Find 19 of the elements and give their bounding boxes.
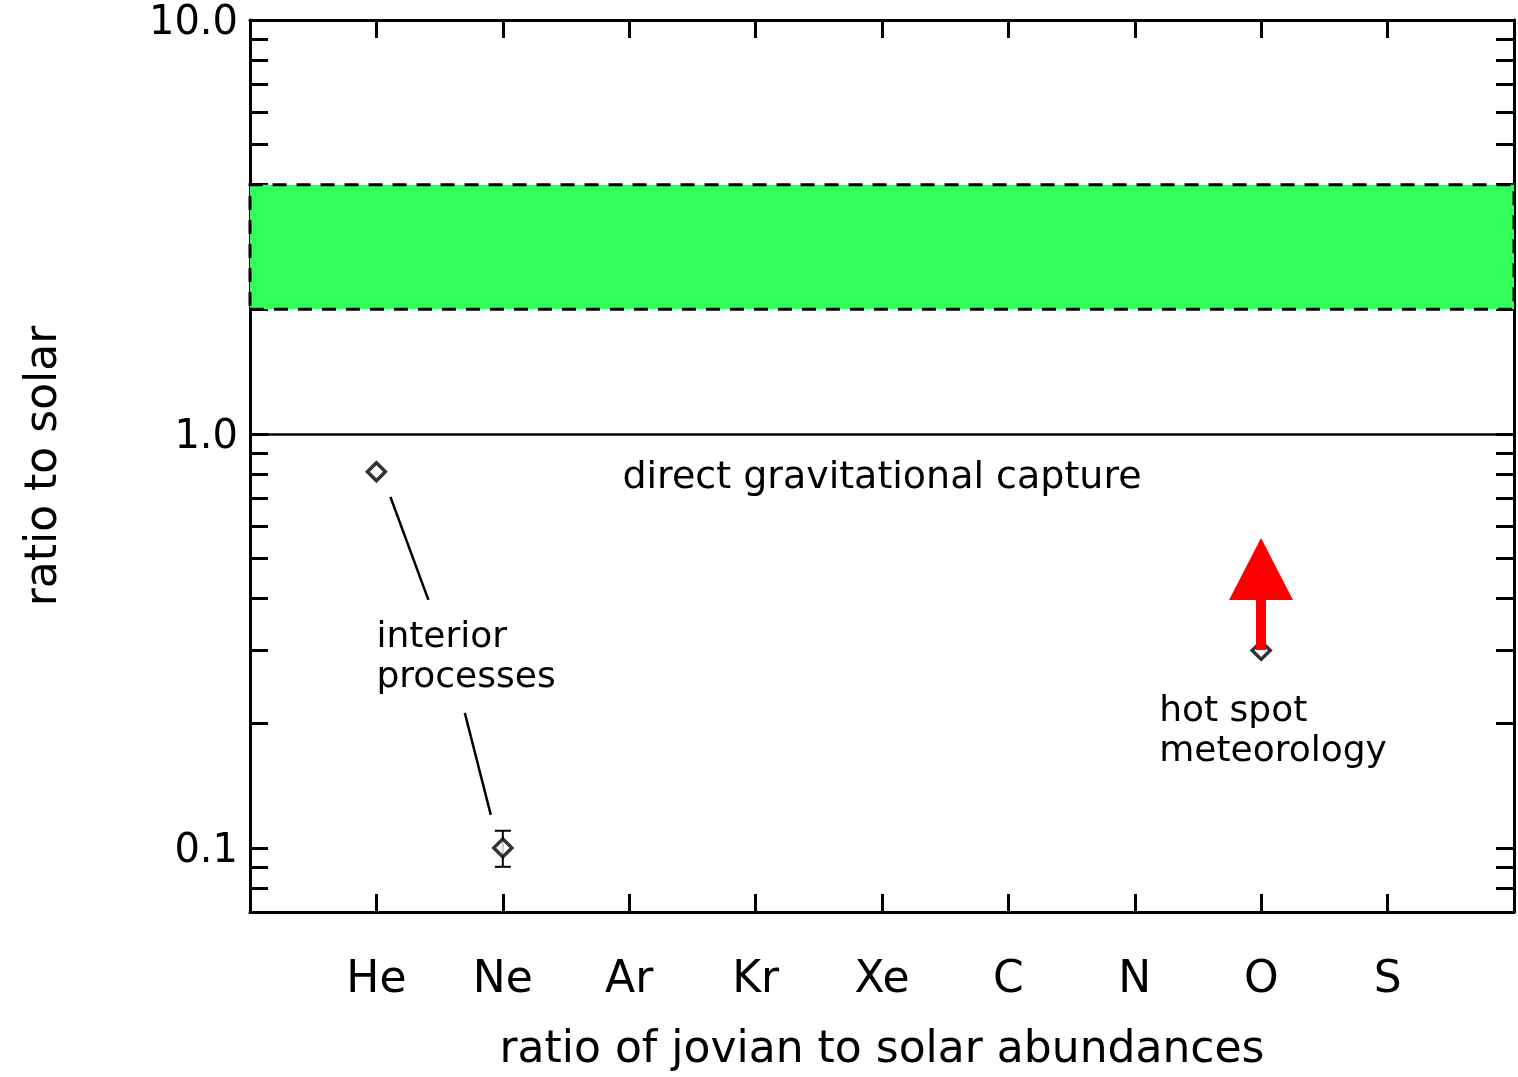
x-tick-label: N [1118,950,1152,1002]
y-tick-label: 0.1 [174,824,238,871]
x-tick-label: Ar [605,950,655,1002]
x-tick-label: O [1243,950,1279,1002]
x-tick-label: He [346,950,407,1002]
y-tick-label: 1.0 [174,410,238,457]
y-axis-title: ratio to solar [14,324,66,607]
point [365,461,388,483]
annotation: interior processes [376,614,556,696]
y-tick-label: 10.0 [148,0,238,43]
ref-line-label: direct gravitational capture [622,452,1142,497]
x-tick-label: Xe [854,950,910,1002]
x-axis-title: ratio of jovian to solar abundances [499,1020,1265,1072]
x-tick-label: Ne [472,950,533,1002]
point [492,837,514,859]
x-tick-label: C [993,950,1024,1002]
annotation: hot spot meteorology [1159,687,1387,769]
x-tick-label: S [1373,950,1402,1002]
x-tick-label: Kr [732,950,780,1002]
